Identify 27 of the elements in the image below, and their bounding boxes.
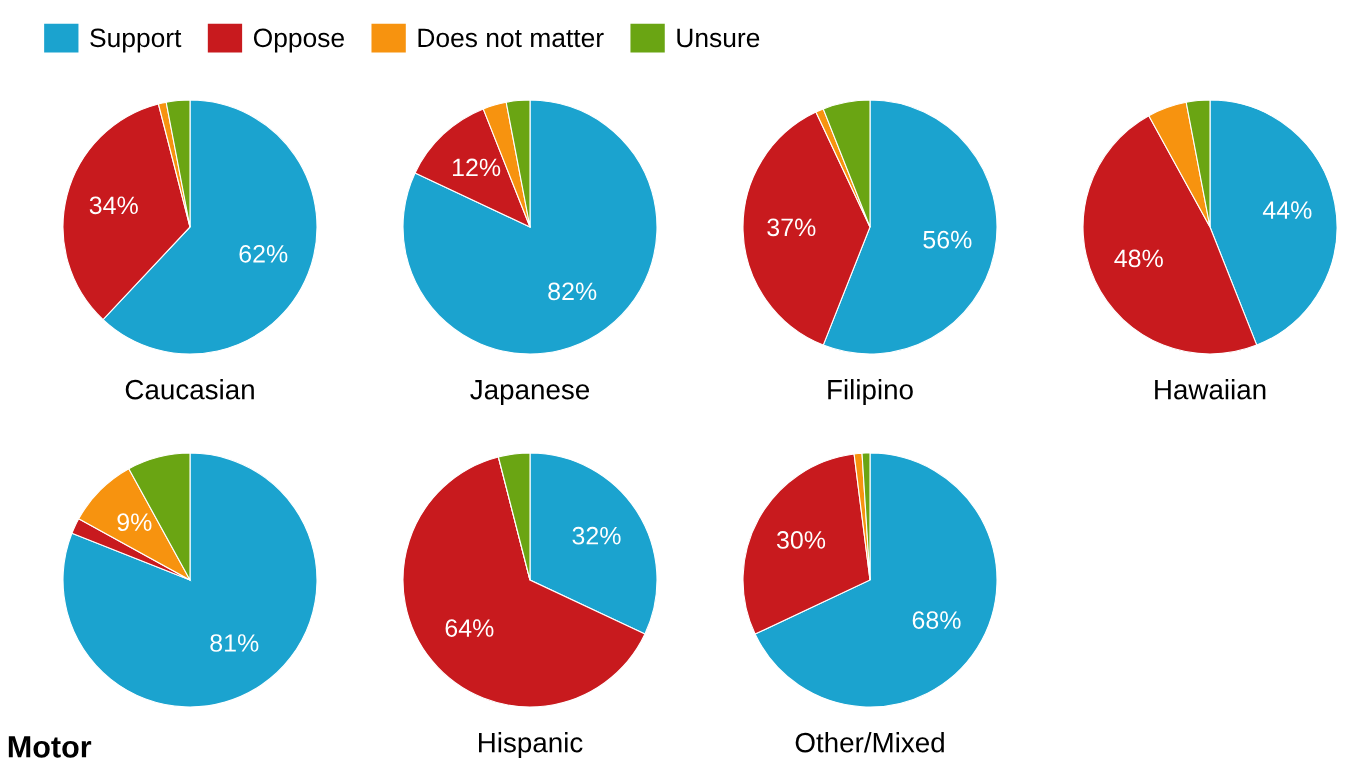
text: Hispanic — [479, 732, 583, 758]
data-label: 37% — [767, 218, 816, 237]
text: Hawaiian — [1155, 379, 1266, 400]
legend-label: Support — [90, 28, 182, 53]
text: Motor — [8, 736, 92, 758]
data-label: 62% — [239, 244, 288, 263]
legend-label: Unsure — [677, 28, 760, 48]
text: Japanese — [470, 380, 590, 405]
text: Filipino — [828, 379, 913, 405]
data-label: 32% — [572, 526, 621, 545]
data-label: 48% — [1114, 249, 1163, 268]
legend-label: Oppose — [253, 28, 344, 53]
data-label: 82% — [548, 282, 597, 301]
legend-label: Does not matter — [418, 28, 604, 48]
data-label: 12% — [452, 158, 501, 177]
data-label: 30% — [776, 531, 826, 549]
text: Caucasian — [125, 379, 254, 400]
data-label: 44% — [1262, 201, 1312, 219]
data-label: 81% — [210, 634, 259, 652]
data-label: 56% — [923, 230, 972, 249]
data-label: 9% — [117, 513, 152, 532]
data-label: 34% — [89, 196, 138, 215]
pie-slice — [62, 452, 318, 708]
pie-slice — [402, 99, 658, 355]
data-label: 64% — [445, 619, 494, 637]
data-label: 68% — [912, 611, 961, 629]
text: Other/Mixed — [795, 732, 944, 753]
